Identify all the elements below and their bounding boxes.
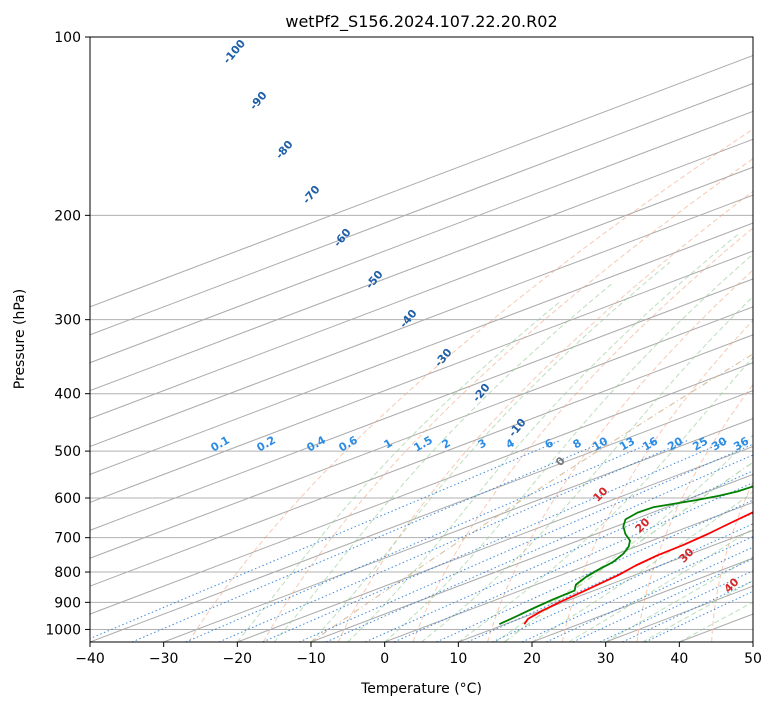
y-tick-label: 100: [54, 30, 81, 46]
y-tick-label: 600: [54, 491, 81, 507]
x-tick-label: 50: [744, 651, 762, 667]
x-axis-label: Temperature (°C): [360, 681, 482, 697]
y-tick-label: 400: [54, 387, 81, 403]
x-tick-label: −40: [75, 651, 105, 667]
y-tick-label: 200: [54, 208, 81, 224]
x-tick-label: −30: [149, 651, 179, 667]
y-tick-label: 1000: [45, 622, 81, 638]
y-tick-label: 700: [54, 531, 81, 547]
chart-title: wetPf2_S156.2024.107.22.20.R02: [285, 12, 557, 32]
x-tick-label: 10: [449, 651, 467, 667]
x-tick-label: 20: [523, 651, 541, 667]
y-tick-label: 300: [54, 313, 81, 329]
x-tick-label: 0: [380, 651, 389, 667]
x-tick-label: 30: [597, 651, 615, 667]
y-axis-label: Pressure (hPa): [12, 289, 28, 389]
x-tick-label: −10: [296, 651, 326, 667]
x-tick-label: 40: [670, 651, 688, 667]
y-tick-label: 800: [54, 565, 81, 581]
x-tick-label: −20: [223, 651, 253, 667]
y-tick-label: 900: [54, 595, 81, 611]
y-tick-label: 500: [54, 444, 81, 460]
